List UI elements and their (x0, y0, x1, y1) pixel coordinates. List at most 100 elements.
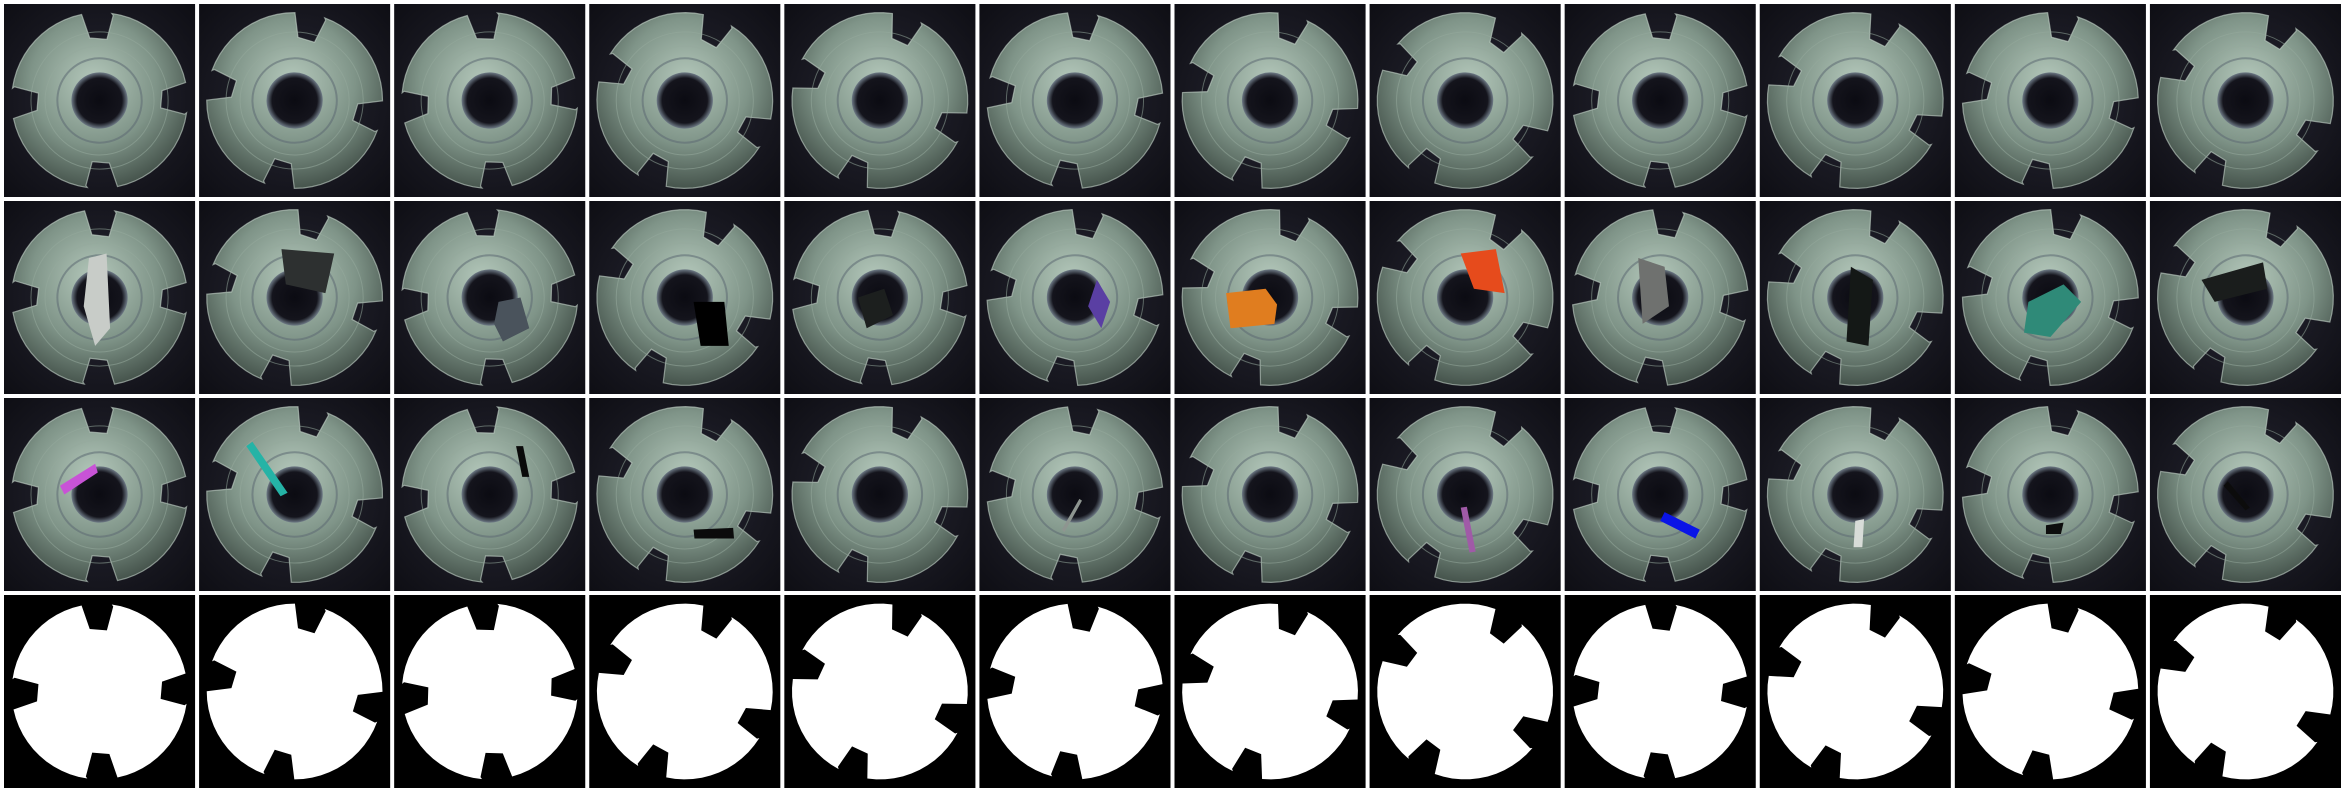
part-groove (1812, 57, 1899, 144)
part-image-tile (979, 201, 1171, 394)
part-groove (1995, 45, 2106, 156)
part-groove (1215, 45, 1326, 156)
center-hole (461, 466, 518, 523)
part-groove (810, 31, 949, 170)
anomaly-patch (693, 301, 729, 346)
part-groove (1396, 425, 1535, 564)
part-image-tile (199, 4, 391, 197)
part-image-tile (1954, 398, 2146, 591)
part-groove (1226, 57, 1314, 144)
anomaly-patch (59, 463, 98, 495)
center-hole (851, 72, 909, 129)
part-groove (1410, 242, 1521, 353)
mask-shape (1767, 603, 1944, 780)
part-groove (434, 242, 545, 353)
part-groove (1031, 57, 1119, 144)
anomaly-patch (1460, 506, 1476, 553)
anomaly-patch (1660, 512, 1700, 539)
anomaly-patch (1088, 279, 1111, 329)
part-image-tile (4, 4, 196, 197)
part-groove (1800, 242, 1911, 353)
part-image-tile (1564, 4, 1756, 197)
part-image-tile (2149, 4, 2341, 197)
part-groove (1421, 57, 1509, 144)
mask-shape (987, 603, 1163, 780)
part-groove (251, 57, 338, 144)
center-hole (2217, 72, 2274, 129)
part-groove (824, 439, 935, 550)
mask-shape (1573, 604, 1747, 779)
part-groove (810, 425, 949, 564)
center-hole (1436, 72, 1494, 129)
mask-tile (1564, 595, 1756, 788)
part-groove (1981, 31, 2120, 170)
mask-tile (979, 595, 1171, 788)
part-groove (251, 451, 338, 538)
part-image-tile (979, 4, 1171, 197)
part-groove (1605, 242, 1716, 353)
part-image-tile (1759, 201, 1951, 394)
part-groove (1031, 451, 1119, 538)
part-groove (1200, 425, 1340, 564)
anomaly-patch (2223, 481, 2250, 511)
anomaly-patch (1226, 288, 1278, 329)
part-groove (1226, 254, 1314, 341)
part-groove (2176, 425, 2315, 564)
part-groove (1215, 242, 1326, 353)
part-groove (641, 451, 728, 538)
mask-tile (1174, 595, 1366, 788)
part-groove (615, 228, 754, 367)
part-groove (239, 45, 350, 156)
mask-tile (4, 595, 196, 788)
part-groove (56, 57, 143, 144)
anomaly-patch (1638, 257, 1669, 324)
part-groove (1605, 45, 1716, 156)
part-groove (2007, 57, 2094, 144)
part-image-tile (784, 201, 976, 394)
part-groove (1786, 425, 1925, 564)
part-groove (836, 254, 924, 341)
anomaly-patch (1061, 498, 1082, 533)
part-groove (2176, 31, 2315, 170)
part-groove (1591, 31, 1730, 170)
center-hole (1436, 466, 1494, 523)
part-groove (2202, 57, 2289, 144)
part-groove (1981, 228, 2120, 367)
anomaly-patch (516, 446, 530, 477)
center-hole (1827, 466, 1884, 523)
part-groove (1226, 451, 1314, 538)
part-image-tile (394, 201, 586, 394)
mask-shape (792, 603, 968, 780)
part-groove (420, 228, 559, 367)
part-groove (1591, 425, 1730, 564)
part-groove (1200, 31, 1340, 170)
center-hole (71, 72, 128, 129)
part-groove (1981, 425, 2120, 564)
center-hole (2217, 466, 2274, 523)
part-groove (629, 45, 740, 156)
part-groove (1019, 439, 1130, 550)
part-groove (446, 254, 533, 341)
anomaly-patch (1460, 249, 1505, 294)
part-groove (56, 451, 143, 538)
part-groove (44, 439, 155, 550)
part-image-tile (1954, 4, 2146, 197)
part-image-tile (394, 398, 586, 591)
part-groove (1005, 425, 1145, 564)
part-groove (1786, 228, 1925, 367)
part-groove (1995, 242, 2106, 353)
center-hole (266, 466, 323, 523)
anomaly-patch (281, 249, 335, 294)
part-image-tile (589, 4, 781, 197)
part-groove (1396, 228, 1535, 367)
part-groove (434, 45, 545, 156)
part-groove (225, 31, 364, 170)
center-hole (1632, 466, 1689, 523)
anomaly-patch (2045, 522, 2064, 535)
anomaly-patch (693, 527, 735, 539)
center-hole (266, 72, 323, 129)
part-groove (2190, 439, 2301, 550)
part-groove (446, 451, 533, 538)
anomaly-patch (2201, 262, 2268, 302)
part-image-tile (394, 4, 586, 197)
